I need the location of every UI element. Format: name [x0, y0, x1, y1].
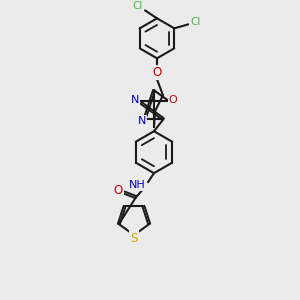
Text: N: N [137, 116, 146, 126]
Text: O: O [169, 95, 178, 105]
Text: S: S [130, 232, 138, 244]
Text: Cl: Cl [133, 2, 143, 11]
Text: N: N [130, 95, 139, 105]
Text: O: O [113, 184, 123, 196]
Text: Cl: Cl [190, 17, 200, 27]
Text: NH: NH [129, 180, 146, 190]
Text: O: O [152, 66, 162, 79]
